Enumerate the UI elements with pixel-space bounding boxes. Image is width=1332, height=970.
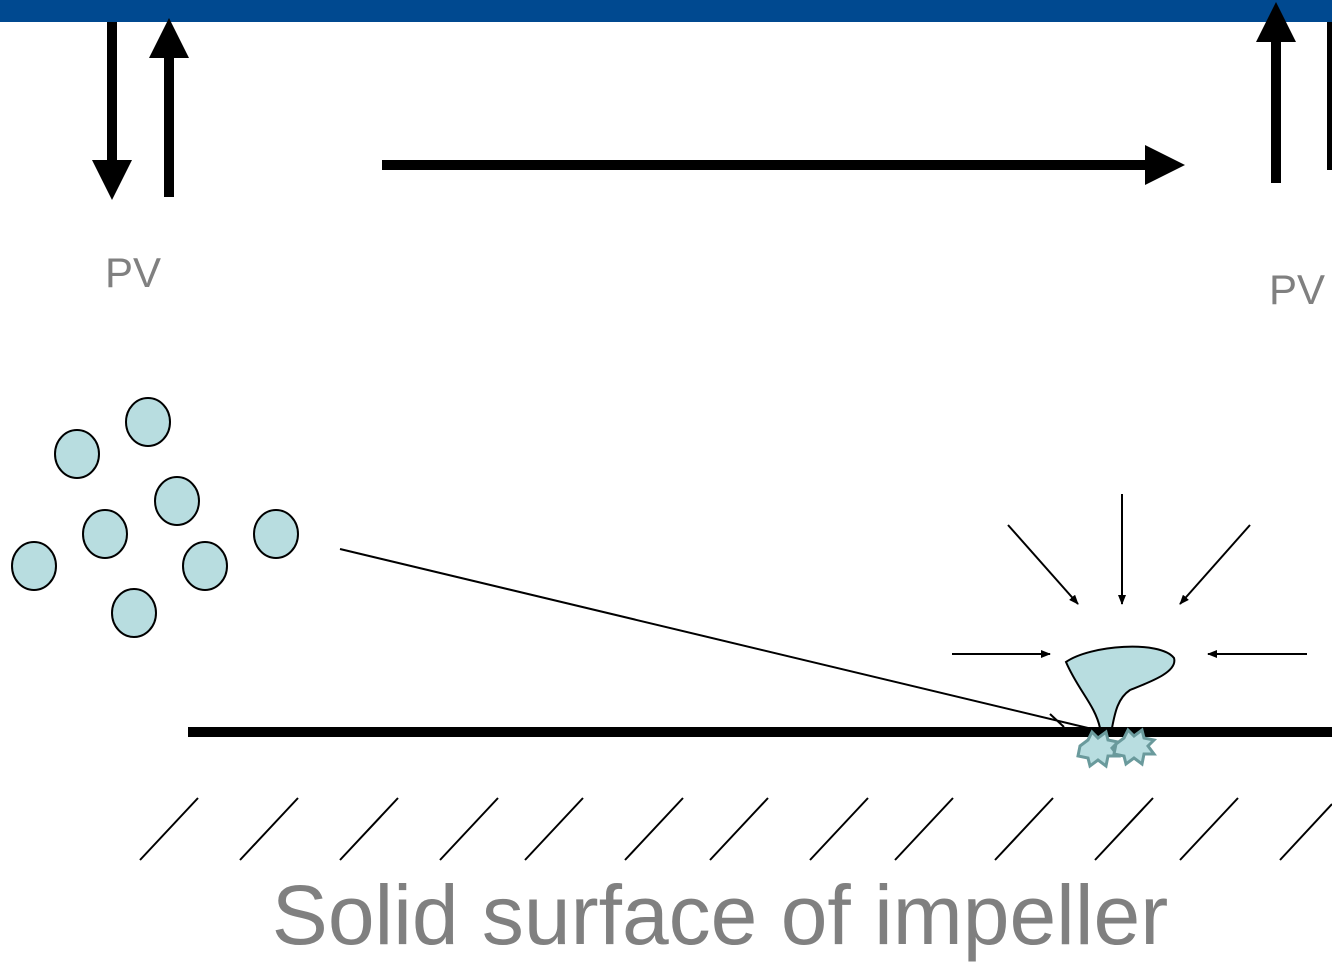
caption: Solid surface of impeller bbox=[272, 868, 1168, 962]
collapsing-bubble bbox=[1066, 647, 1174, 728]
pressure-arrows bbox=[112, 22, 1332, 197]
bubble-path bbox=[340, 549, 1088, 728]
bubble-path bbox=[1050, 714, 1064, 727]
header-bar bbox=[0, 0, 1332, 22]
bubbles bbox=[12, 398, 298, 637]
collapse-arrows bbox=[952, 494, 1307, 654]
diagram: PV PV Solid surface bbox=[0, 0, 1332, 970]
page: PV PV Solid surface bbox=[0, 0, 1332, 970]
pv-label: PV bbox=[105, 249, 161, 296]
pv-label: PV bbox=[1269, 266, 1325, 313]
surface-hatching bbox=[140, 798, 1332, 860]
